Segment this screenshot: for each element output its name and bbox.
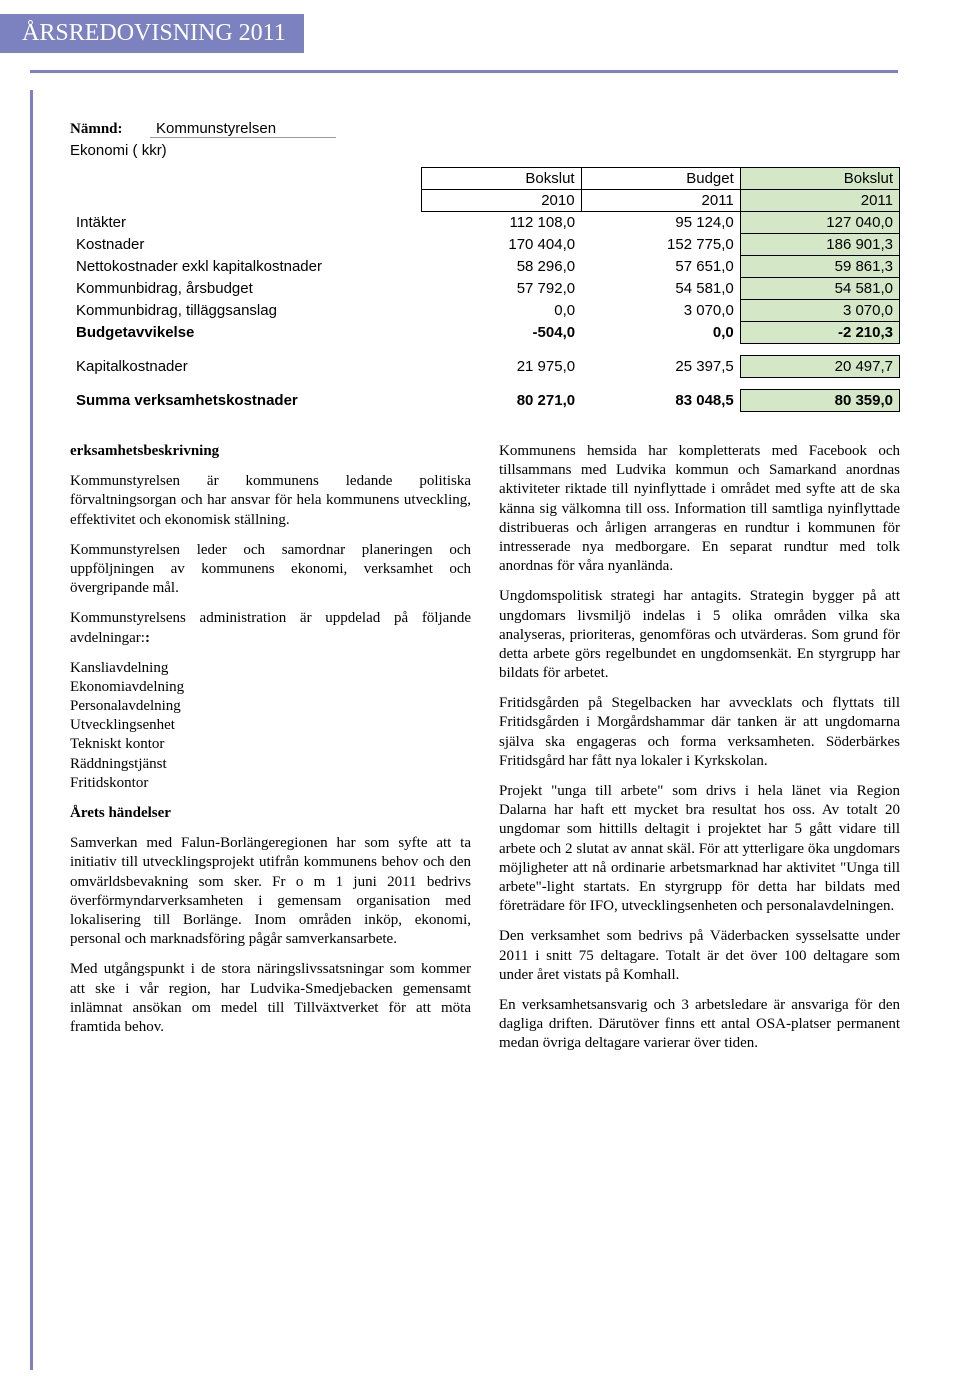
table-row-sum: Summa verksamhetskostnader 80 271,0 83 0… [70, 390, 900, 412]
table-row: Kostnader170 404,0152 775,0186 901,3 [70, 234, 900, 256]
row-label: Kommunbidrag, årsbudget [70, 278, 422, 300]
col-year: 2011 [740, 190, 899, 212]
paragraph: Den verksamhet som bedrivs på Väderbacke… [499, 927, 900, 985]
cell: 21 975,0 [422, 356, 581, 378]
cell: 57 792,0 [422, 278, 581, 300]
namnd-label: Nämnd: [70, 121, 150, 138]
page-title: ÅRSREDOVISNING 2011 [0, 14, 304, 53]
row-label: Kommunbidrag, tilläggsanslag [70, 300, 422, 322]
cell: 80 271,0 [422, 390, 581, 412]
row-label: Budgetavvikelse [70, 322, 422, 344]
header: ÅRSREDOVISNING 2011 [0, 0, 960, 90]
list-item: Ekonomiavdelning [70, 678, 471, 697]
table-row-kap: Kapitalkostnader 21 975,0 25 397,5 20 49… [70, 356, 900, 378]
content: Nämnd: Kommunstyrelsen Ekonomi ( kkr) Bo… [0, 90, 960, 1064]
paragraph: Kommunens hemsida har kompletterats med … [499, 442, 900, 576]
list-item: Kansliavdelning [70, 659, 471, 678]
col-year: 2011 [581, 190, 740, 212]
paragraph: Kommunstyrelsens administration är uppde… [70, 609, 471, 647]
cell: 25 397,5 [581, 356, 740, 378]
col-year: 2010 [422, 190, 581, 212]
row-label: Summa verksamhetskostnader [70, 390, 422, 412]
department-list: KansliavdelningEkonomiavdelningPersonala… [70, 659, 471, 793]
table-head-1: Bokslut Budget Bokslut [70, 168, 900, 190]
cell: 54 581,0 [581, 278, 740, 300]
cell: 112 108,0 [422, 212, 581, 234]
col-head: Budget [581, 168, 740, 190]
list-item: Personalavdelning [70, 697, 471, 716]
paragraph: Kommunstyrelsen är kommunens ledande pol… [70, 472, 471, 530]
row-label: Intäkter [70, 212, 422, 234]
table-head-2: 2010 2011 2011 [70, 190, 900, 212]
cell: 170 404,0 [422, 234, 581, 256]
cell: 186 901,3 [740, 234, 899, 256]
paragraph: Fritidsgården på Stegelbacken har avveck… [499, 694, 900, 771]
cell: -2 210,3 [740, 322, 899, 344]
col-head: Bokslut [422, 168, 581, 190]
cell: 58 296,0 [422, 256, 581, 278]
cell: 127 040,0 [740, 212, 899, 234]
row-label: Kostnader [70, 234, 422, 256]
meta-namnd: Nämnd: Kommunstyrelsen [70, 120, 900, 138]
namnd-value: Kommunstyrelsen [150, 120, 336, 138]
paragraph: Samverkan med Falun-Borlängeregionen har… [70, 834, 471, 949]
paragraph: Kommunstyrelsen leder och samordnar plan… [70, 541, 471, 599]
section-heading: erksamhetsbeskrivning [70, 442, 471, 461]
table-row: Kommunbidrag, tilläggsanslag0,03 070,03 … [70, 300, 900, 322]
left-rule [30, 90, 33, 1370]
table-row: Kommunbidrag, årsbudget57 792,054 581,05… [70, 278, 900, 300]
right-column: Kommunens hemsida har kompletterats med … [499, 442, 900, 1064]
cell: 0,0 [422, 300, 581, 322]
paragraph: En verksamhetsansvarig och 3 arbetsledar… [499, 996, 900, 1054]
table-row: Nettokostnader exkl kapitalkostnader58 2… [70, 256, 900, 278]
paragraph: Med utgångspunkt i de stora näringslivss… [70, 960, 471, 1037]
cell: 3 070,0 [740, 300, 899, 322]
cell: 57 651,0 [581, 256, 740, 278]
paragraph: Ungdomspolitisk strategi har antagits. S… [499, 587, 900, 683]
cell: 80 359,0 [740, 390, 899, 412]
header-rule [30, 70, 898, 73]
cell: 152 775,0 [581, 234, 740, 256]
cell: 54 581,0 [740, 278, 899, 300]
text-columns: erksamhetsbeskrivning Kommunstyrelsen är… [70, 442, 900, 1064]
cell: 83 048,5 [581, 390, 740, 412]
cell: 20 497,7 [740, 356, 899, 378]
list-item: Tekniskt kontor [70, 735, 471, 754]
left-column: erksamhetsbeskrivning Kommunstyrelsen är… [70, 442, 471, 1064]
paragraph: Projekt "unga till arbete" som drivs i h… [499, 782, 900, 916]
list-item: Fritidskontor [70, 774, 471, 793]
list-item: Utvecklingsenhet [70, 716, 471, 735]
finance-table: Bokslut Budget Bokslut 2010 2011 2011 In… [70, 167, 900, 412]
cell: 0,0 [581, 322, 740, 344]
col-head: Bokslut [740, 168, 899, 190]
row-label: Nettokostnader exkl kapitalkostnader [70, 256, 422, 278]
cell: -504,0 [422, 322, 581, 344]
cell: 95 124,0 [581, 212, 740, 234]
row-label: Kapitalkostnader [70, 356, 422, 378]
ekonomi-sub: Ekonomi ( kkr) [70, 142, 900, 159]
cell: 59 861,3 [740, 256, 899, 278]
list-item: Räddningstjänst [70, 755, 471, 774]
table-row: Intäkter112 108,095 124,0127 040,0 [70, 212, 900, 234]
table-row: Budgetavvikelse-504,00,0-2 210,3 [70, 322, 900, 344]
cell: 3 070,0 [581, 300, 740, 322]
section-heading: Årets händelser [70, 804, 471, 823]
